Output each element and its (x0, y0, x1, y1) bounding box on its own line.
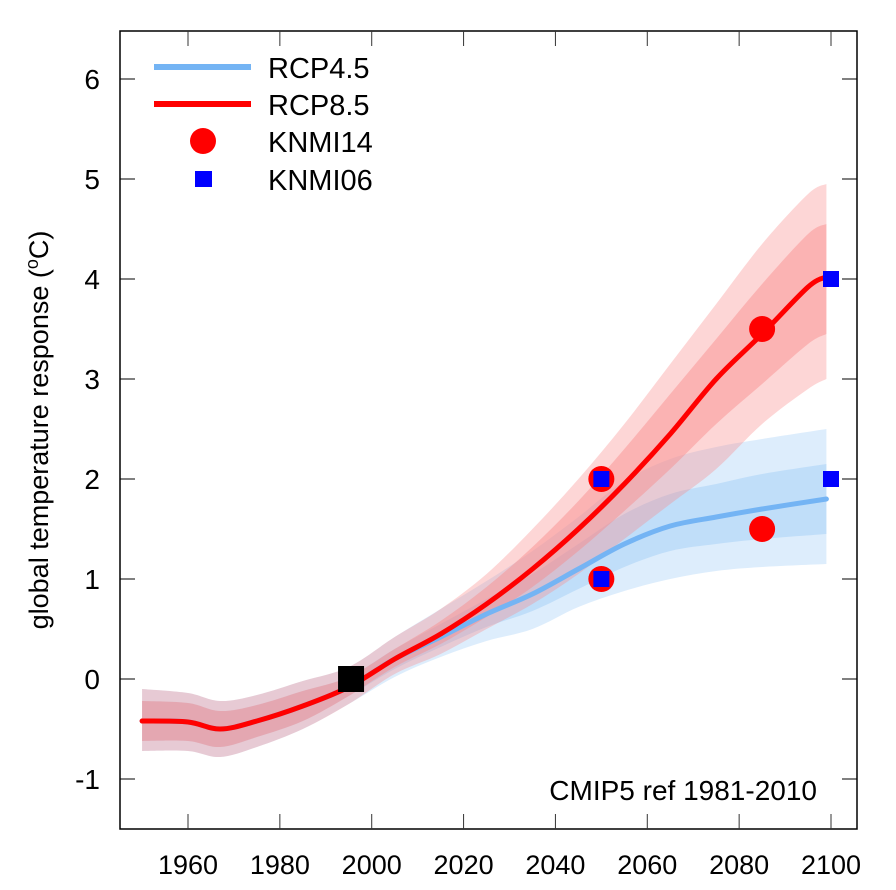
x-tick-label: 2080 (709, 850, 769, 880)
y-tick-label: 5 (84, 164, 100, 195)
y-tick-label: 1 (84, 564, 100, 595)
x-tick-label: 1980 (250, 850, 310, 880)
x-tick-label: 1960 (158, 850, 218, 880)
legend-knmi14-swatch (190, 128, 216, 154)
y-tick-label: 3 (84, 364, 100, 395)
y-tick-label: 4 (84, 264, 100, 295)
reference-period-annotation: CMIP5 ref 1981-2010 (549, 775, 817, 806)
rcp85-line (139, 274, 829, 732)
legend-knmi14-label: KNMI14 (268, 127, 373, 159)
y-tick-label: 2 (84, 464, 100, 495)
legend-rcp45-label: RCP4.5 (268, 53, 370, 85)
x-tick-label: 2100 (801, 850, 861, 880)
legend: RCP4.5 RCP8.5 KNMI14 KNMI06 (154, 53, 373, 197)
y-tick-label: 6 (84, 64, 100, 95)
x-tick-label: 2060 (617, 850, 677, 880)
x-tick-label: 2000 (342, 850, 402, 880)
y-axis: -1 0 1 2 3 4 5 6 (75, 64, 857, 795)
reference-marker (338, 666, 365, 692)
point-markers (338, 271, 839, 692)
y-tick-label: 0 (84, 664, 100, 695)
x-tick-label: 2040 (525, 850, 585, 880)
x-axis: 1960 1980 2000 2020 2040 2060 2080 2100 (158, 31, 861, 880)
uncertainty-bands (142, 184, 827, 758)
knmi06-point (593, 471, 610, 487)
x-tick-label: 2020 (434, 850, 494, 880)
knmi14-point (749, 516, 776, 542)
knmi14-point (749, 316, 776, 342)
legend-knmi06-label: KNMI06 (268, 165, 373, 197)
y-tick-label: -1 (75, 764, 100, 795)
rcp45-outer-band (142, 429, 827, 758)
series-lines (139, 274, 829, 732)
rcp85-outer-band (142, 184, 827, 758)
legend-rcp85-label: RCP8.5 (268, 90, 370, 122)
legend-knmi06-swatch (195, 171, 212, 187)
y-axis-label: global temperature response (oC) (22, 231, 54, 630)
knmi06-point (823, 271, 839, 287)
knmi06-point (823, 471, 839, 487)
knmi06-point (593, 571, 610, 587)
plot-frame (119, 30, 858, 830)
